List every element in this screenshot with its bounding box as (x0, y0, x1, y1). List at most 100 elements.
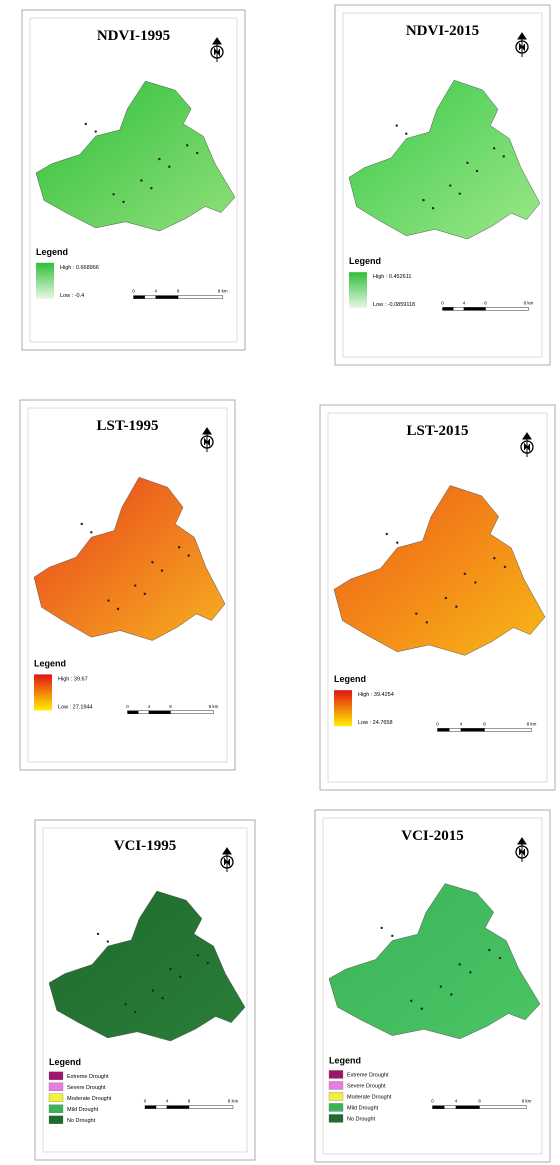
scale-bar (449, 728, 462, 732)
legend-label: Moderate Drought (347, 1094, 392, 1100)
place-marker (502, 155, 505, 158)
legend-ramp (349, 272, 367, 309)
legend-title: Legend (49, 1057, 81, 1067)
map-title: NDVI-1995 (97, 28, 170, 44)
scale-bar (177, 295, 223, 299)
place-marker (455, 605, 458, 608)
map-title: LST-2015 (407, 423, 469, 439)
scale-label: 0 (441, 300, 444, 305)
legend-label: No Drought (347, 1116, 376, 1122)
north-arrow (517, 32, 527, 57)
study-area (333, 485, 546, 656)
legend-swatch (328, 1114, 344, 1123)
place-marker (96, 932, 100, 936)
map-title: NDVI-2015 (406, 23, 479, 39)
map-title: VCI-1995 (114, 838, 177, 854)
scale-label: 4 (463, 300, 466, 305)
place-marker (395, 124, 398, 127)
scale-bar (188, 1105, 234, 1109)
scale-label: 8 km (522, 1099, 532, 1104)
place-marker (391, 934, 394, 938)
place-marker (94, 130, 97, 133)
scale-bar (460, 728, 485, 732)
scale-bar (484, 728, 532, 732)
scale-bar (166, 1105, 190, 1109)
legend-swatch (48, 1115, 64, 1124)
place-marker (458, 963, 462, 966)
place-marker (80, 522, 83, 526)
legend-swatch (48, 1082, 64, 1091)
place-marker (503, 565, 507, 569)
legend-swatch (48, 1093, 64, 1102)
place-marker (107, 599, 110, 602)
scale-label: 8 (484, 300, 487, 305)
scale-bar (442, 307, 454, 311)
place-marker (380, 926, 383, 930)
place-marker (431, 207, 435, 210)
study-area (348, 79, 541, 240)
place-marker (463, 572, 467, 576)
legend-swatch (48, 1104, 64, 1113)
place-marker (187, 554, 190, 557)
scale-bar (144, 1105, 157, 1109)
scale-bar (170, 710, 214, 714)
place-marker (469, 971, 472, 974)
map-panel: LST-2015 Legend High : 39.4254 Low : 24.765… (319, 404, 556, 791)
place-marker (450, 993, 453, 996)
legend-title: Legend (349, 256, 381, 266)
place-marker (458, 192, 461, 195)
legend-label: High : 0.668966 (60, 265, 99, 271)
place-marker (90, 531, 93, 534)
legend-label: Low : -0.0859118 (373, 302, 415, 308)
study-area (48, 890, 246, 1042)
map-title: LST-1995 (97, 418, 159, 434)
place-marker (177, 546, 181, 549)
legend-label: Low : -0.4 (60, 293, 84, 299)
scale-label: 0 (132, 289, 135, 294)
scale-label: 8 (188, 1099, 191, 1104)
place-marker (449, 184, 452, 187)
place-marker (466, 161, 469, 165)
place-marker (498, 956, 502, 960)
scale-label: 8 km (209, 704, 219, 709)
north-arrow (522, 432, 532, 457)
study-area (35, 80, 236, 232)
legend-label: Severe Drought (67, 1085, 106, 1091)
scale-bar (437, 728, 450, 732)
place-marker (124, 1003, 127, 1006)
place-marker (206, 961, 209, 965)
place-marker (396, 541, 399, 544)
legend-label: Severe Drought (347, 1083, 386, 1089)
north-arrow (222, 847, 232, 872)
map-panel: NDVI-2015 Legend High : 0.452611 Low : -0.0… (334, 4, 551, 366)
legend-ramp (36, 262, 54, 299)
place-marker (195, 151, 199, 155)
legend-title: Legend (36, 247, 68, 257)
legend-ramp (34, 674, 52, 711)
map-title: VCI-2015 (401, 828, 464, 844)
legend-swatch (328, 1103, 344, 1112)
place-marker (160, 569, 164, 572)
place-marker (112, 193, 115, 196)
scale-label: 4 (455, 1099, 458, 1104)
place-marker (158, 157, 161, 161)
scale-label: 4 (155, 289, 158, 294)
neatline (327, 412, 548, 783)
legend-title: Legend (34, 658, 66, 668)
neatline (42, 827, 248, 1153)
scale-bar (155, 1105, 168, 1109)
legend-swatch (328, 1092, 344, 1101)
place-marker (444, 596, 448, 600)
scale-label: 0 (144, 1099, 147, 1104)
neatline (29, 17, 238, 343)
scale-label: 4 (166, 1099, 169, 1104)
place-marker (122, 200, 125, 204)
legend-label: Mild Drought (67, 1107, 99, 1113)
legend-label: Low : 27.1944 (58, 704, 93, 710)
place-marker (492, 147, 496, 150)
scale-bar (444, 1105, 457, 1109)
place-marker (415, 612, 418, 615)
scale-bar (138, 710, 150, 714)
north-arrow (517, 837, 527, 862)
legend-title: Legend (329, 1055, 361, 1065)
